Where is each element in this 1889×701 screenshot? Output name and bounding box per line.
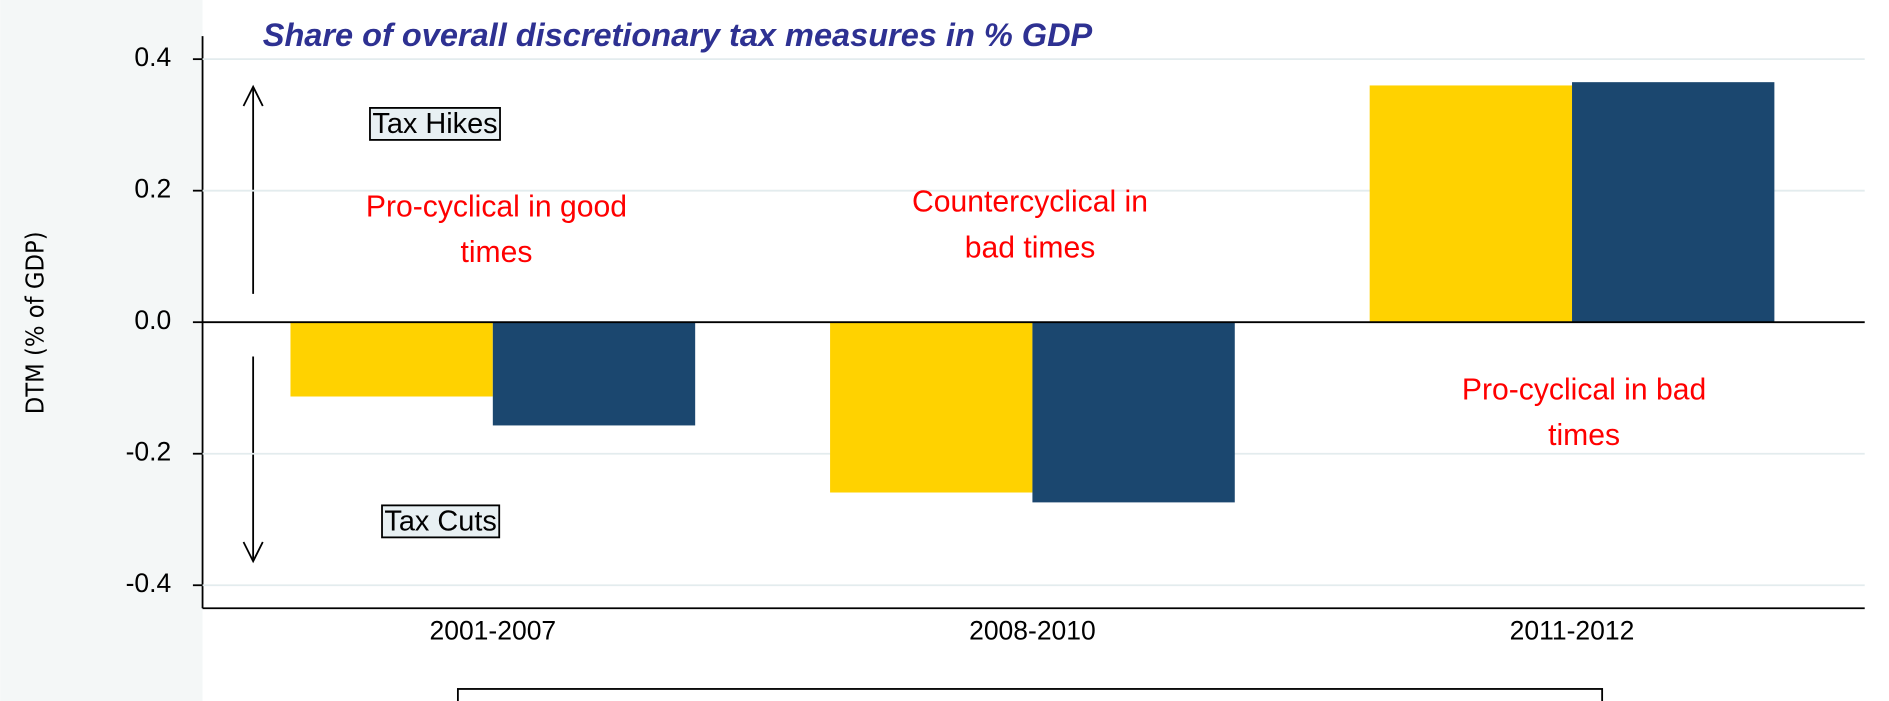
bar bbox=[492, 322, 696, 426]
x-tick-label: 2008-2010 bbox=[969, 615, 1096, 645]
annotation-label: Tax Cuts bbox=[384, 505, 496, 537]
annotation: Pro-cyclical in bad bbox=[1462, 373, 1706, 406]
bar bbox=[1369, 85, 1573, 323]
annotation: bad times bbox=[965, 231, 1096, 264]
annotation-box bbox=[381, 504, 501, 539]
y-axis-label: DTM (% of GDP) bbox=[20, 231, 49, 414]
annotation-box bbox=[369, 107, 501, 141]
y-tick-label: 0.2 bbox=[134, 174, 171, 204]
bar bbox=[290, 322, 493, 397]
y-tick-label: -0.2 bbox=[126, 437, 172, 467]
chart-title: Share of overall discretionary tax measu… bbox=[263, 17, 1093, 53]
legend-label: Euro Area bbox=[1356, 698, 1474, 701]
annotation: times bbox=[460, 236, 532, 269]
y-tick-label: -0.4 bbox=[126, 568, 172, 598]
arrows bbox=[242, 84, 264, 564]
annotation: Pro-cyclical in good bbox=[366, 190, 627, 223]
bar bbox=[830, 322, 1033, 493]
bar bbox=[1572, 82, 1775, 323]
y-tick-label: 0.4 bbox=[134, 42, 171, 72]
annotation-label: Tax Hikes bbox=[372, 108, 497, 140]
annotation: Countercyclical in bbox=[912, 186, 1148, 219]
bar bbox=[1032, 322, 1235, 503]
legend-box bbox=[456, 688, 1604, 701]
y-tick-label: 0.0 bbox=[134, 305, 171, 335]
x-tick-label: 2011-2012 bbox=[1510, 615, 1635, 645]
legend-label: European Union bbox=[704, 698, 895, 701]
left-panel bbox=[0, 0, 203, 701]
annotation: times bbox=[1548, 419, 1620, 452]
x-tick-label: 2001-2007 bbox=[429, 615, 556, 645]
